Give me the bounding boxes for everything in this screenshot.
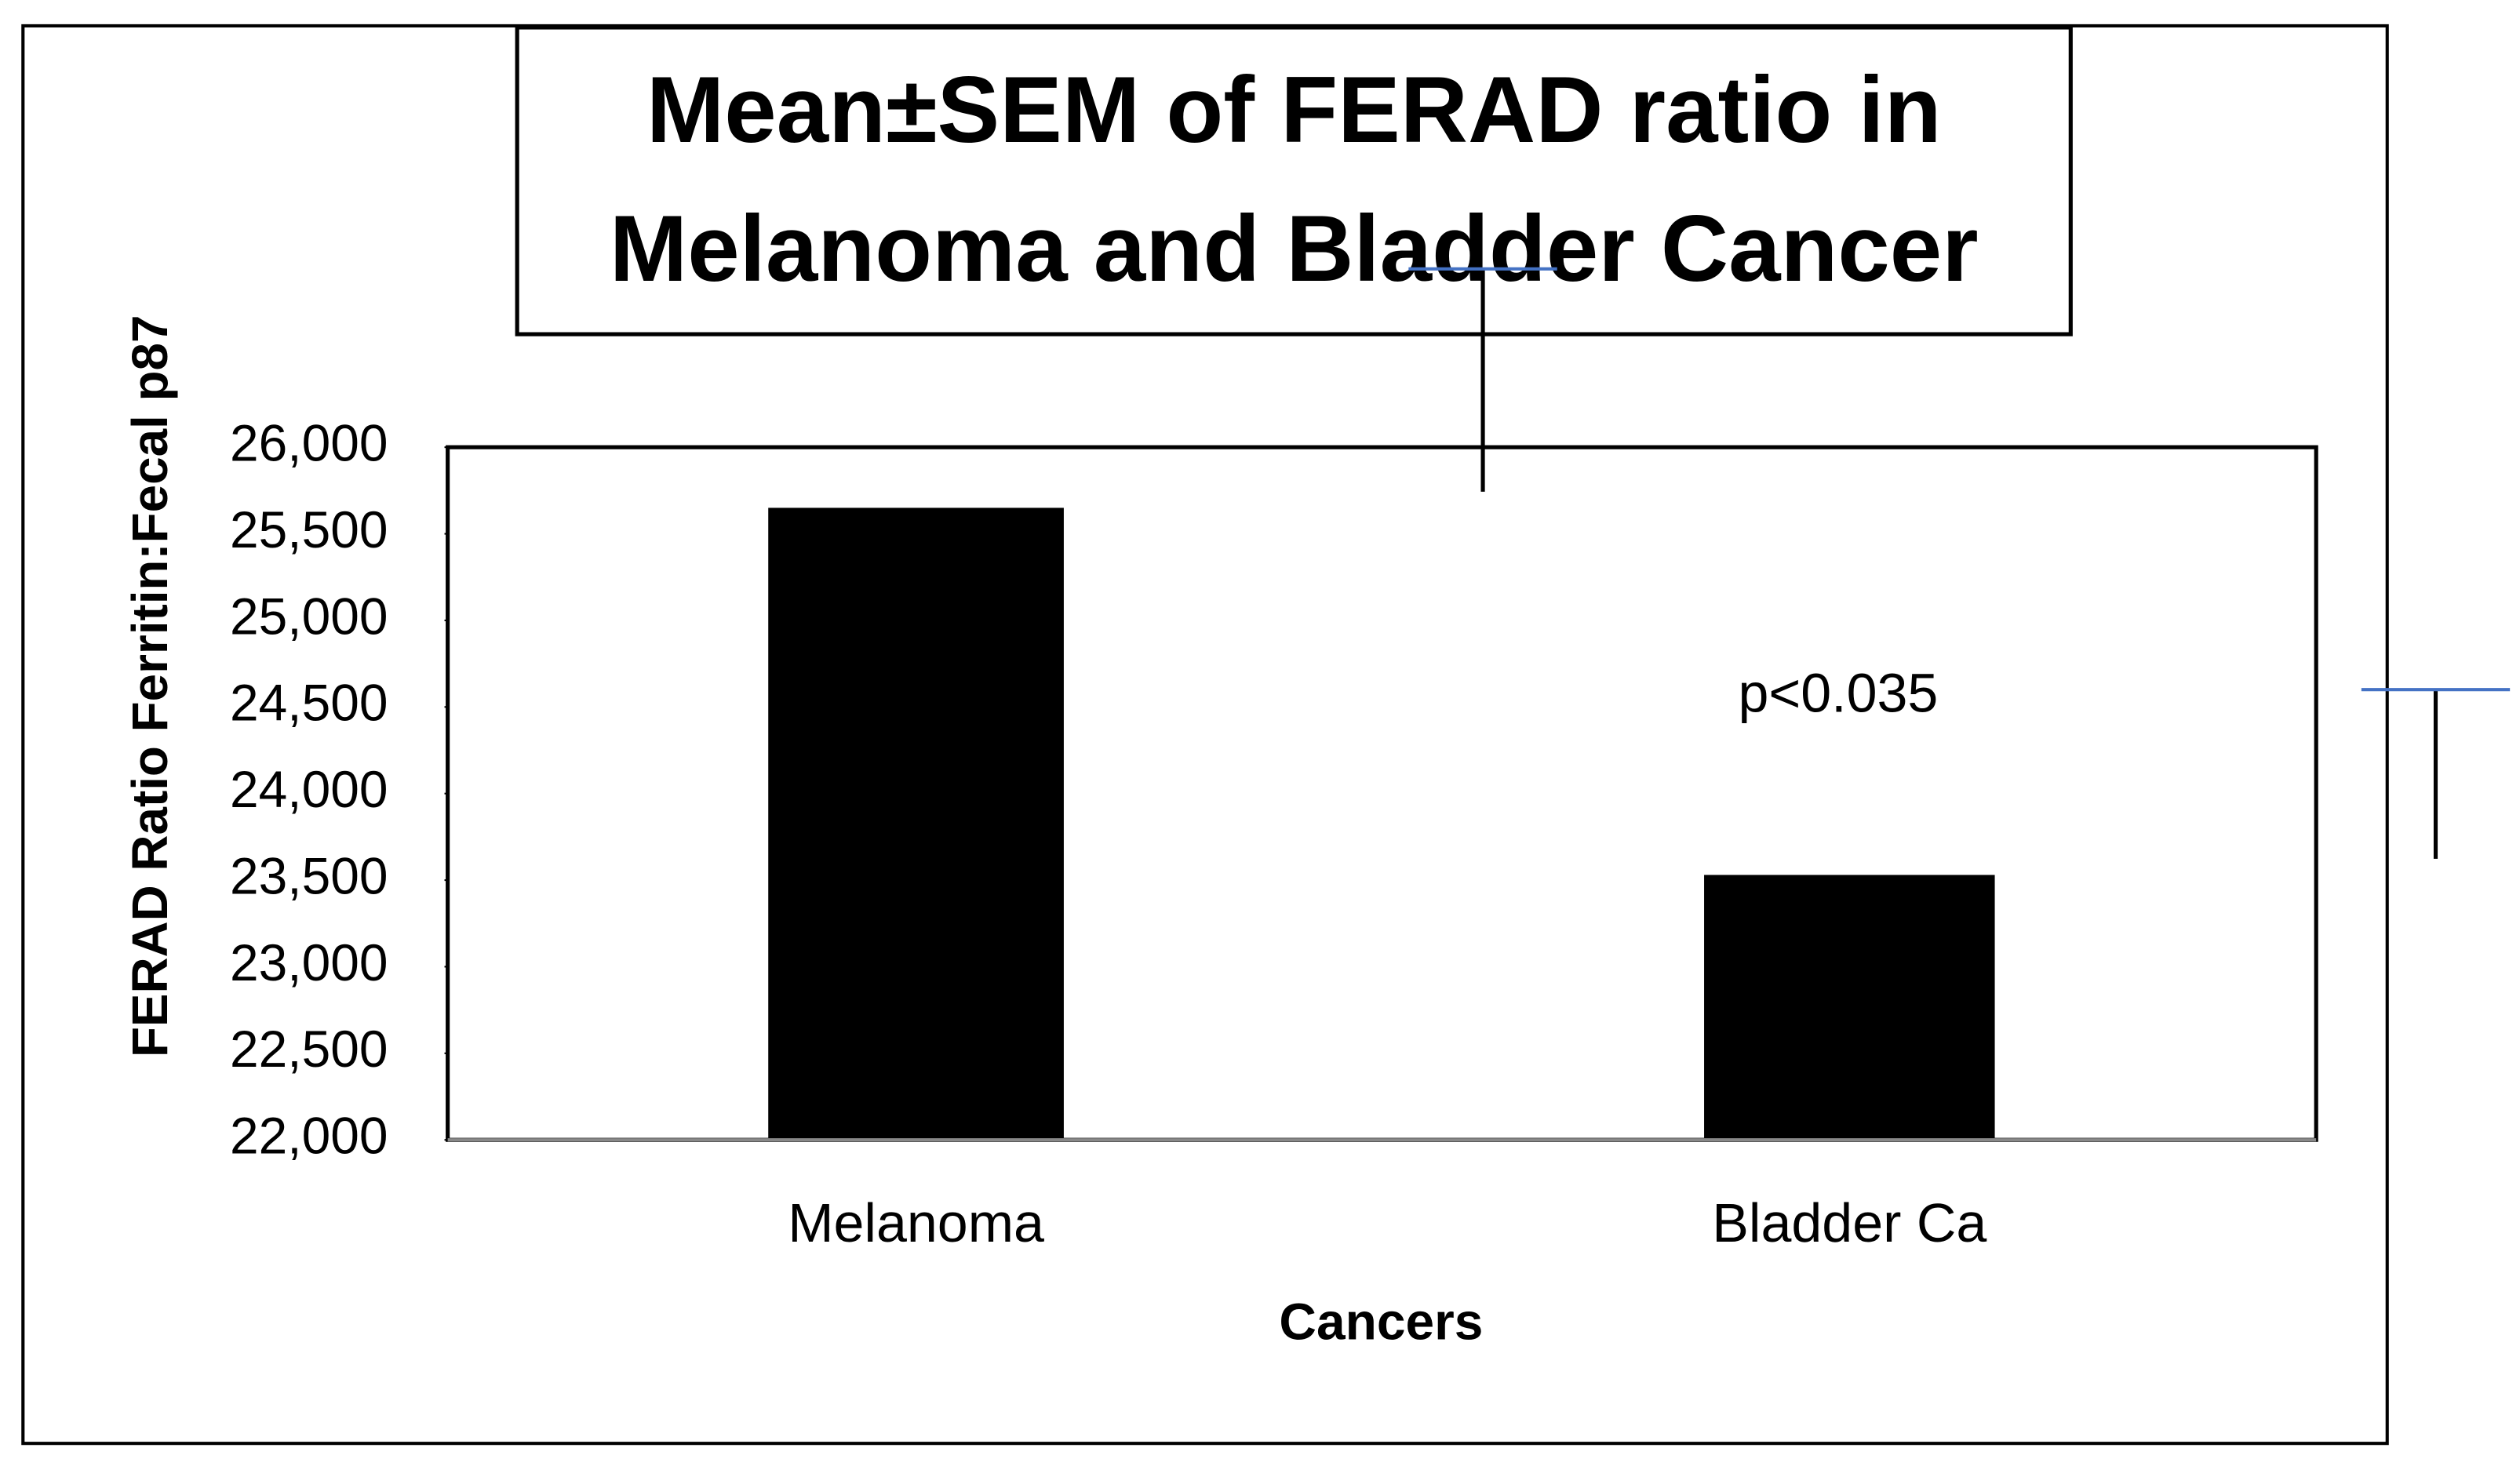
- y-tick-label: 24,000: [230, 760, 388, 818]
- annotation: p<0.035: [1738, 663, 1938, 724]
- plot-area: [446, 445, 2318, 1142]
- y-tick-label: 22,500: [230, 1020, 388, 1078]
- y-tick-label: 23,000: [230, 933, 388, 991]
- title-container: Mean±SEM of FERAD ratio in Melanoma and …: [609, 58, 1979, 302]
- y-tick-label: 23,500: [230, 846, 388, 904]
- y-tick-label: 25,000: [230, 587, 388, 645]
- y-axis-label: FERAD Ratio Ferritin:Fecal p87: [122, 315, 178, 1058]
- chart-title: Mean±SEM of FERAD ratio in Melanoma and …: [609, 58, 1979, 302]
- x-tick-label: Bladder Ca: [1712, 1192, 1987, 1253]
- title-box: [515, 25, 2073, 336]
- x-axis-label: Cancers: [1279, 1292, 1483, 1350]
- y-tick-label: 25,500: [230, 500, 388, 558]
- x-tick-label: Melanoma: [788, 1192, 1044, 1253]
- y-tick-label: 22,000: [230, 1107, 388, 1165]
- y-tick-label: 24,500: [230, 674, 388, 732]
- bar: [1704, 875, 1995, 1140]
- y-tick-label: 26,000: [230, 414, 388, 472]
- bar: [768, 507, 1064, 1140]
